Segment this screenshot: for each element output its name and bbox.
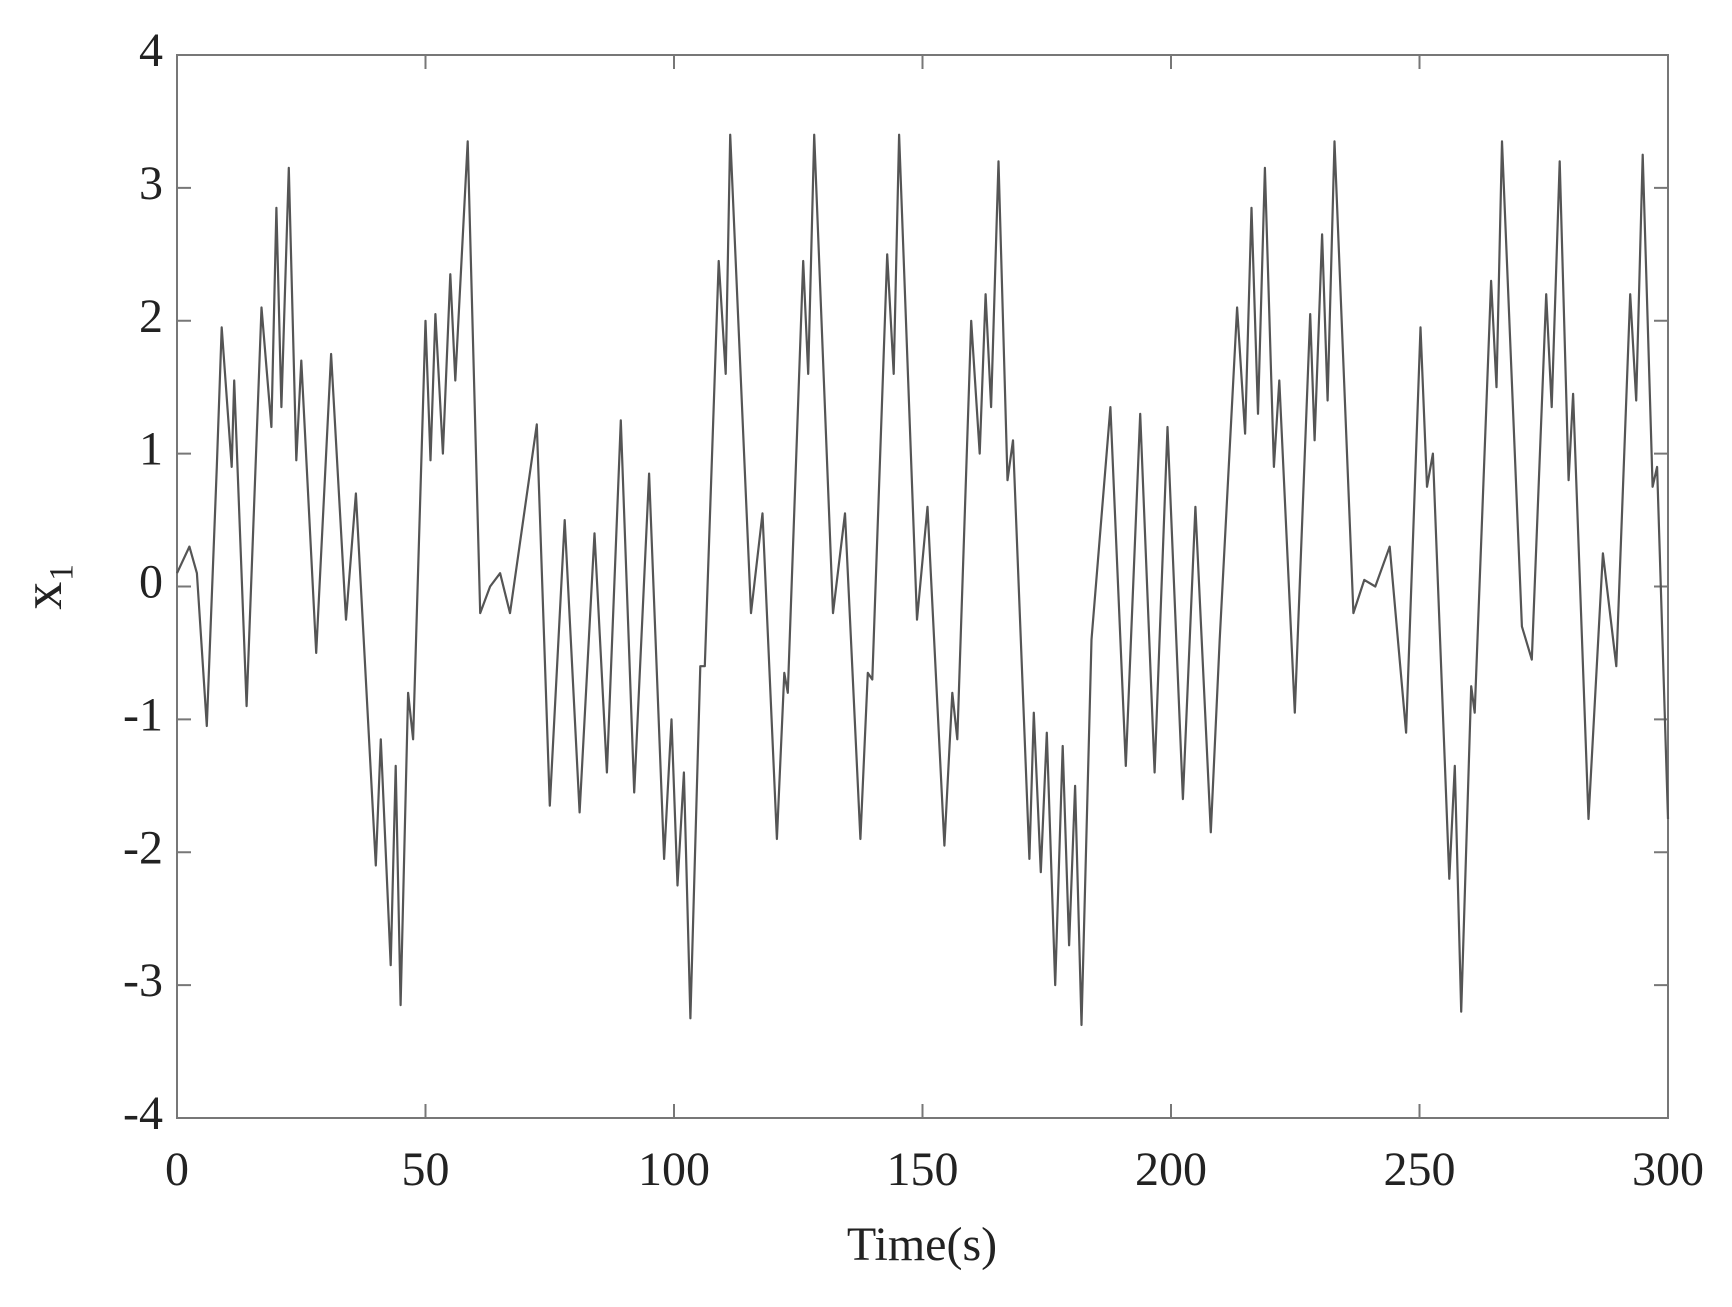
y-axis-label: x₁ xyxy=(12,562,74,610)
x-axis-label: Time(s) xyxy=(847,1218,997,1271)
y-tick-label: 3 xyxy=(139,157,163,210)
y-tick-label: 1 xyxy=(139,423,163,476)
y-tick-label: -1 xyxy=(123,688,163,741)
x-tick-label: 100 xyxy=(638,1143,710,1196)
y-tick-label: -3 xyxy=(123,954,163,1007)
y-tick-label: 0 xyxy=(139,556,163,609)
x-tick-label: 300 xyxy=(1632,1143,1704,1196)
data-line xyxy=(176,133,1670,1027)
x-tick-label: 250 xyxy=(1384,1143,1456,1196)
y-tick-label: 2 xyxy=(139,290,163,343)
y-tick-label: 4 xyxy=(139,24,163,77)
x-tick-label: 0 xyxy=(165,1143,189,1196)
x-tick-label: 200 xyxy=(1135,1143,1207,1196)
x-tick-label: 150 xyxy=(887,1143,959,1196)
x-tick-label: 50 xyxy=(402,1143,450,1196)
y-tick-label: -2 xyxy=(123,821,163,874)
y-tick-label: -4 xyxy=(123,1087,163,1140)
